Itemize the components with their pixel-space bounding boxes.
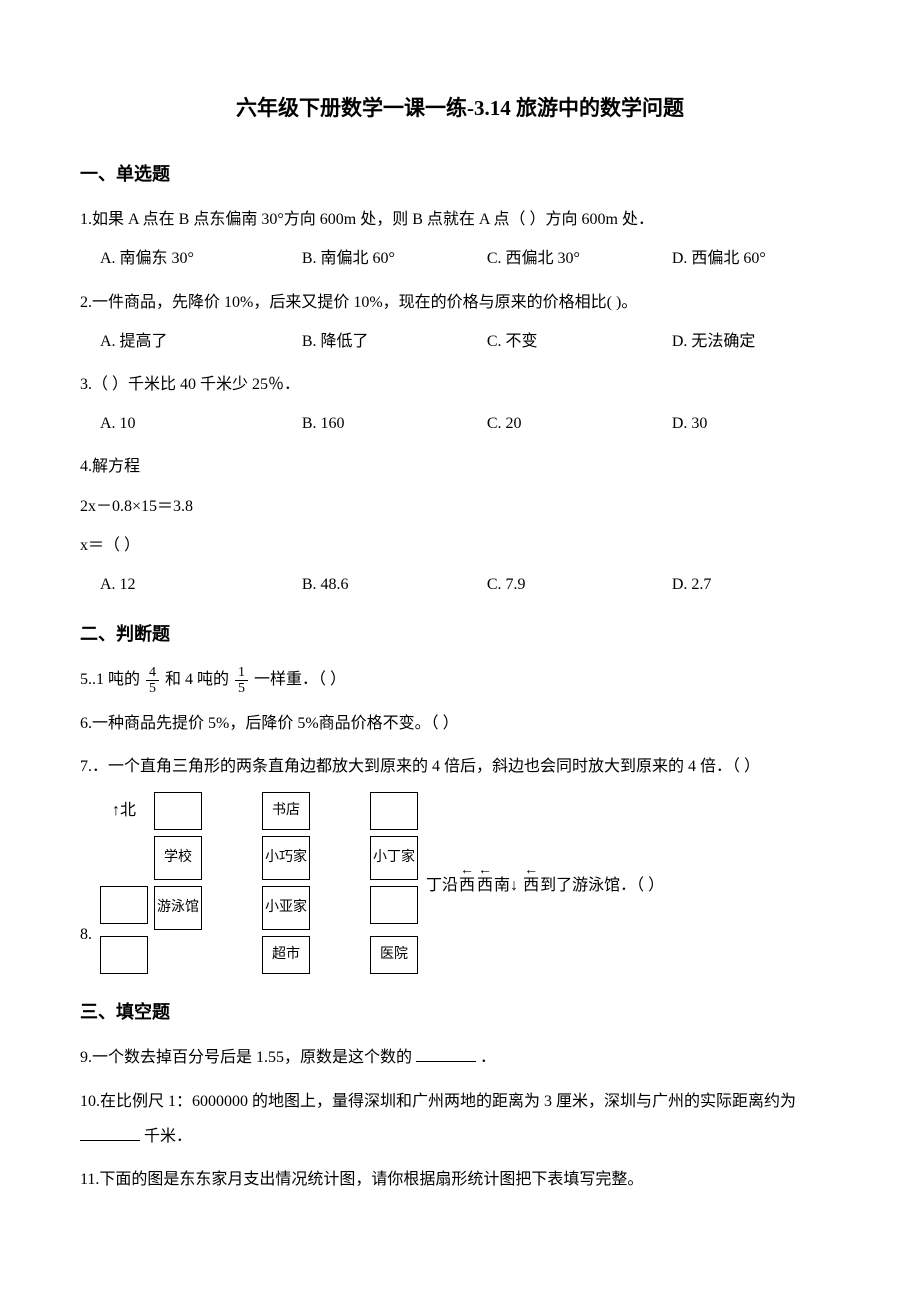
q9-prefix: 9.一个数去掉百分号后是 1.55，原数是这个数的 bbox=[80, 1049, 412, 1066]
q2-opt-d: D. 无法确定 bbox=[672, 324, 840, 359]
question-9: 9.一个数去掉百分号后是 1.55，原数是这个数的 ． bbox=[80, 1040, 840, 1075]
dir-west-1: ← 西 bbox=[459, 872, 475, 901]
arrow-left-icon: ← bbox=[459, 858, 475, 883]
section-2-header: 二、判断题 bbox=[80, 618, 840, 650]
q1-options: A. 南偏东 30° B. 南偏北 60° C. 西偏北 30° D. 西偏北 … bbox=[80, 241, 840, 276]
q3-opt-c: C. 20 bbox=[487, 406, 672, 441]
q3-opt-d: D. 30 bbox=[672, 406, 840, 441]
grid-row-1: ↑北 书店 bbox=[100, 792, 418, 830]
cell-pool: 游泳馆 bbox=[154, 886, 202, 930]
arrow-down-icon: ↓ bbox=[510, 872, 518, 901]
q1-opt-c: C. 西偏北 30° bbox=[487, 241, 672, 276]
q5-f1-num: 4 bbox=[146, 665, 159, 681]
q10-blank bbox=[80, 1125, 140, 1141]
dir-west-3: ← 西 bbox=[523, 872, 539, 901]
grid-spacer bbox=[100, 836, 148, 874]
question-7: 7.．一个直角三角形的两条直角边都放大到原来的 4 倍后，斜边也会同时放大到原来… bbox=[80, 749, 840, 784]
q5-f1-den: 5 bbox=[146, 681, 159, 696]
q4-eq2: x＝（ ） bbox=[80, 528, 840, 563]
q5-mid: 和 4 吨的 bbox=[165, 671, 233, 688]
cell-market: 超市 bbox=[262, 936, 310, 974]
grid-spacer bbox=[316, 886, 364, 930]
q4-text: 4.解方程 bbox=[80, 449, 840, 484]
q4-options: A. 12 B. 48.6 C. 7.9 D. 2.7 bbox=[80, 567, 840, 602]
q5-fraction-1: 4 5 bbox=[146, 665, 159, 697]
cell-bookstore: 书店 bbox=[262, 792, 310, 830]
q4-eq1: 2x－0.8×15＝3.8 bbox=[80, 489, 840, 524]
question-6: 6.一种商品先提价 5%，后降价 5%商品价格不变。（ ） bbox=[80, 706, 840, 741]
section-3-header: 三、填空题 bbox=[80, 996, 840, 1028]
q3-opt-a: A. 10 bbox=[100, 406, 302, 441]
compass-icon: ↑北 bbox=[100, 792, 148, 830]
q1-opt-a: A. 南偏东 30° bbox=[100, 241, 302, 276]
q4-opt-b: B. 48.6 bbox=[302, 567, 487, 602]
q9-suffix: ． bbox=[480, 1049, 496, 1066]
grid-spacer bbox=[208, 936, 256, 974]
trail-prefix: 丁沿 bbox=[426, 872, 458, 901]
dir-west-2: ← 西 bbox=[477, 872, 493, 901]
q5-f2-num: 1 bbox=[235, 665, 248, 681]
q4-opt-a: A. 12 bbox=[100, 567, 302, 602]
trail-suffix: 到了游泳馆．（ ） bbox=[540, 872, 664, 901]
q1-opt-b: B. 南偏北 60° bbox=[302, 241, 487, 276]
q8-trail: 丁沿 ← 西 ← 西 南 ↓ ← 西 到了游泳馆．（ ） bbox=[426, 872, 664, 901]
q8-number: 8. bbox=[80, 921, 92, 980]
q3-opt-b: B. 160 bbox=[302, 406, 487, 441]
q5-suffix: 一样重．（ ） bbox=[254, 671, 346, 688]
q1-text: 1.如果 A 点在 B 点东偏南 30°方向 600m 处，则 B 点就在 A … bbox=[80, 202, 840, 237]
question-8: 8. ↑北 书店 学校 小巧家 小丁家 游泳馆 小亚家 bbox=[80, 792, 840, 980]
question-4: 4.解方程 2x－0.8×15＝3.8 x＝（ ） A. 12 B. 48.6 … bbox=[80, 449, 840, 602]
q2-opt-a: A. 提高了 bbox=[100, 324, 302, 359]
q4-opt-c: C. 7.9 bbox=[487, 567, 672, 602]
question-3: 3.（ ）千米比 40 千米少 25％． A. 10 B. 160 C. 20 … bbox=[80, 367, 840, 441]
q10-suffix: 千米． bbox=[144, 1128, 192, 1145]
document-title: 六年级下册数学一课一练-3.14 旅游中的数学问题 bbox=[80, 90, 840, 128]
arrow-left-icon: ← bbox=[477, 858, 493, 883]
q9-blank bbox=[416, 1046, 476, 1062]
q10-prefix: 10.在比例尺 1：6000000 的地图上，量得深圳和广州两地的距离为 3 厘… bbox=[80, 1093, 796, 1110]
q5-prefix: 5..1 吨的 bbox=[80, 671, 144, 688]
grid-spacer bbox=[154, 936, 202, 974]
grid-spacer bbox=[208, 886, 256, 930]
q5-f2-den: 5 bbox=[235, 681, 248, 696]
dir-south: 南 bbox=[494, 872, 510, 901]
grid-cell bbox=[100, 936, 148, 974]
q4-opt-d: D. 2.7 bbox=[672, 567, 840, 602]
grid-spacer bbox=[208, 836, 256, 880]
q2-opt-b: B. 降低了 bbox=[302, 324, 487, 359]
question-10: 10.在比例尺 1：6000000 的地图上，量得深圳和广州两地的距离为 3 厘… bbox=[80, 1084, 840, 1154]
cell-hospital: 医院 bbox=[370, 936, 418, 974]
question-2: 2.一件商品，先降价 10%，后来又提价 10%，现在的价格与原来的价格相比( … bbox=[80, 285, 840, 359]
grid-spacer bbox=[316, 836, 364, 880]
grid-spacer bbox=[316, 936, 364, 974]
grid-cell bbox=[370, 792, 418, 830]
cell-xiaoqiao: 小巧家 bbox=[262, 836, 310, 880]
q3-text: 3.（ ）千米比 40 千米少 25％． bbox=[80, 367, 840, 402]
q2-opt-c: C. 不变 bbox=[487, 324, 672, 359]
question-11: 11.下面的图是东东家月支出情况统计图，请你根据扇形统计图把下表填写完整。 bbox=[80, 1162, 840, 1197]
q8-grid: ↑北 书店 学校 小巧家 小丁家 游泳馆 小亚家 超市 bbox=[100, 792, 418, 980]
grid-row-2: 学校 小巧家 小丁家 bbox=[100, 836, 418, 880]
grid-cell bbox=[370, 886, 418, 924]
cell-xiaoya: 小亚家 bbox=[262, 886, 310, 930]
arrow-left-icon: ← bbox=[523, 858, 539, 883]
q5-fraction-2: 1 5 bbox=[235, 665, 248, 697]
grid-row-3: 游泳馆 小亚家 bbox=[100, 886, 418, 930]
cell-xiaoding: 小丁家 bbox=[370, 836, 418, 880]
question-5: 5..1 吨的 4 5 和 4 吨的 1 5 一样重．（ ） bbox=[80, 662, 840, 697]
grid-spacer bbox=[316, 792, 364, 830]
section-1-header: 一、单选题 bbox=[80, 158, 840, 190]
grid-cell bbox=[100, 886, 148, 924]
q3-options: A. 10 B. 160 C. 20 D. 30 bbox=[80, 406, 840, 441]
q2-text: 2.一件商品，先降价 10%，后来又提价 10%，现在的价格与原来的价格相比( … bbox=[80, 285, 840, 320]
grid-spacer bbox=[208, 792, 256, 830]
q2-options: A. 提高了 B. 降低了 C. 不变 D. 无法确定 bbox=[80, 324, 840, 359]
cell-school: 学校 bbox=[154, 836, 202, 880]
grid-cell bbox=[154, 792, 202, 830]
q1-opt-d: D. 西偏北 60° bbox=[672, 241, 840, 276]
grid-row-4: 超市 医院 bbox=[100, 936, 418, 974]
question-1: 1.如果 A 点在 B 点东偏南 30°方向 600m 处，则 B 点就在 A … bbox=[80, 202, 840, 276]
